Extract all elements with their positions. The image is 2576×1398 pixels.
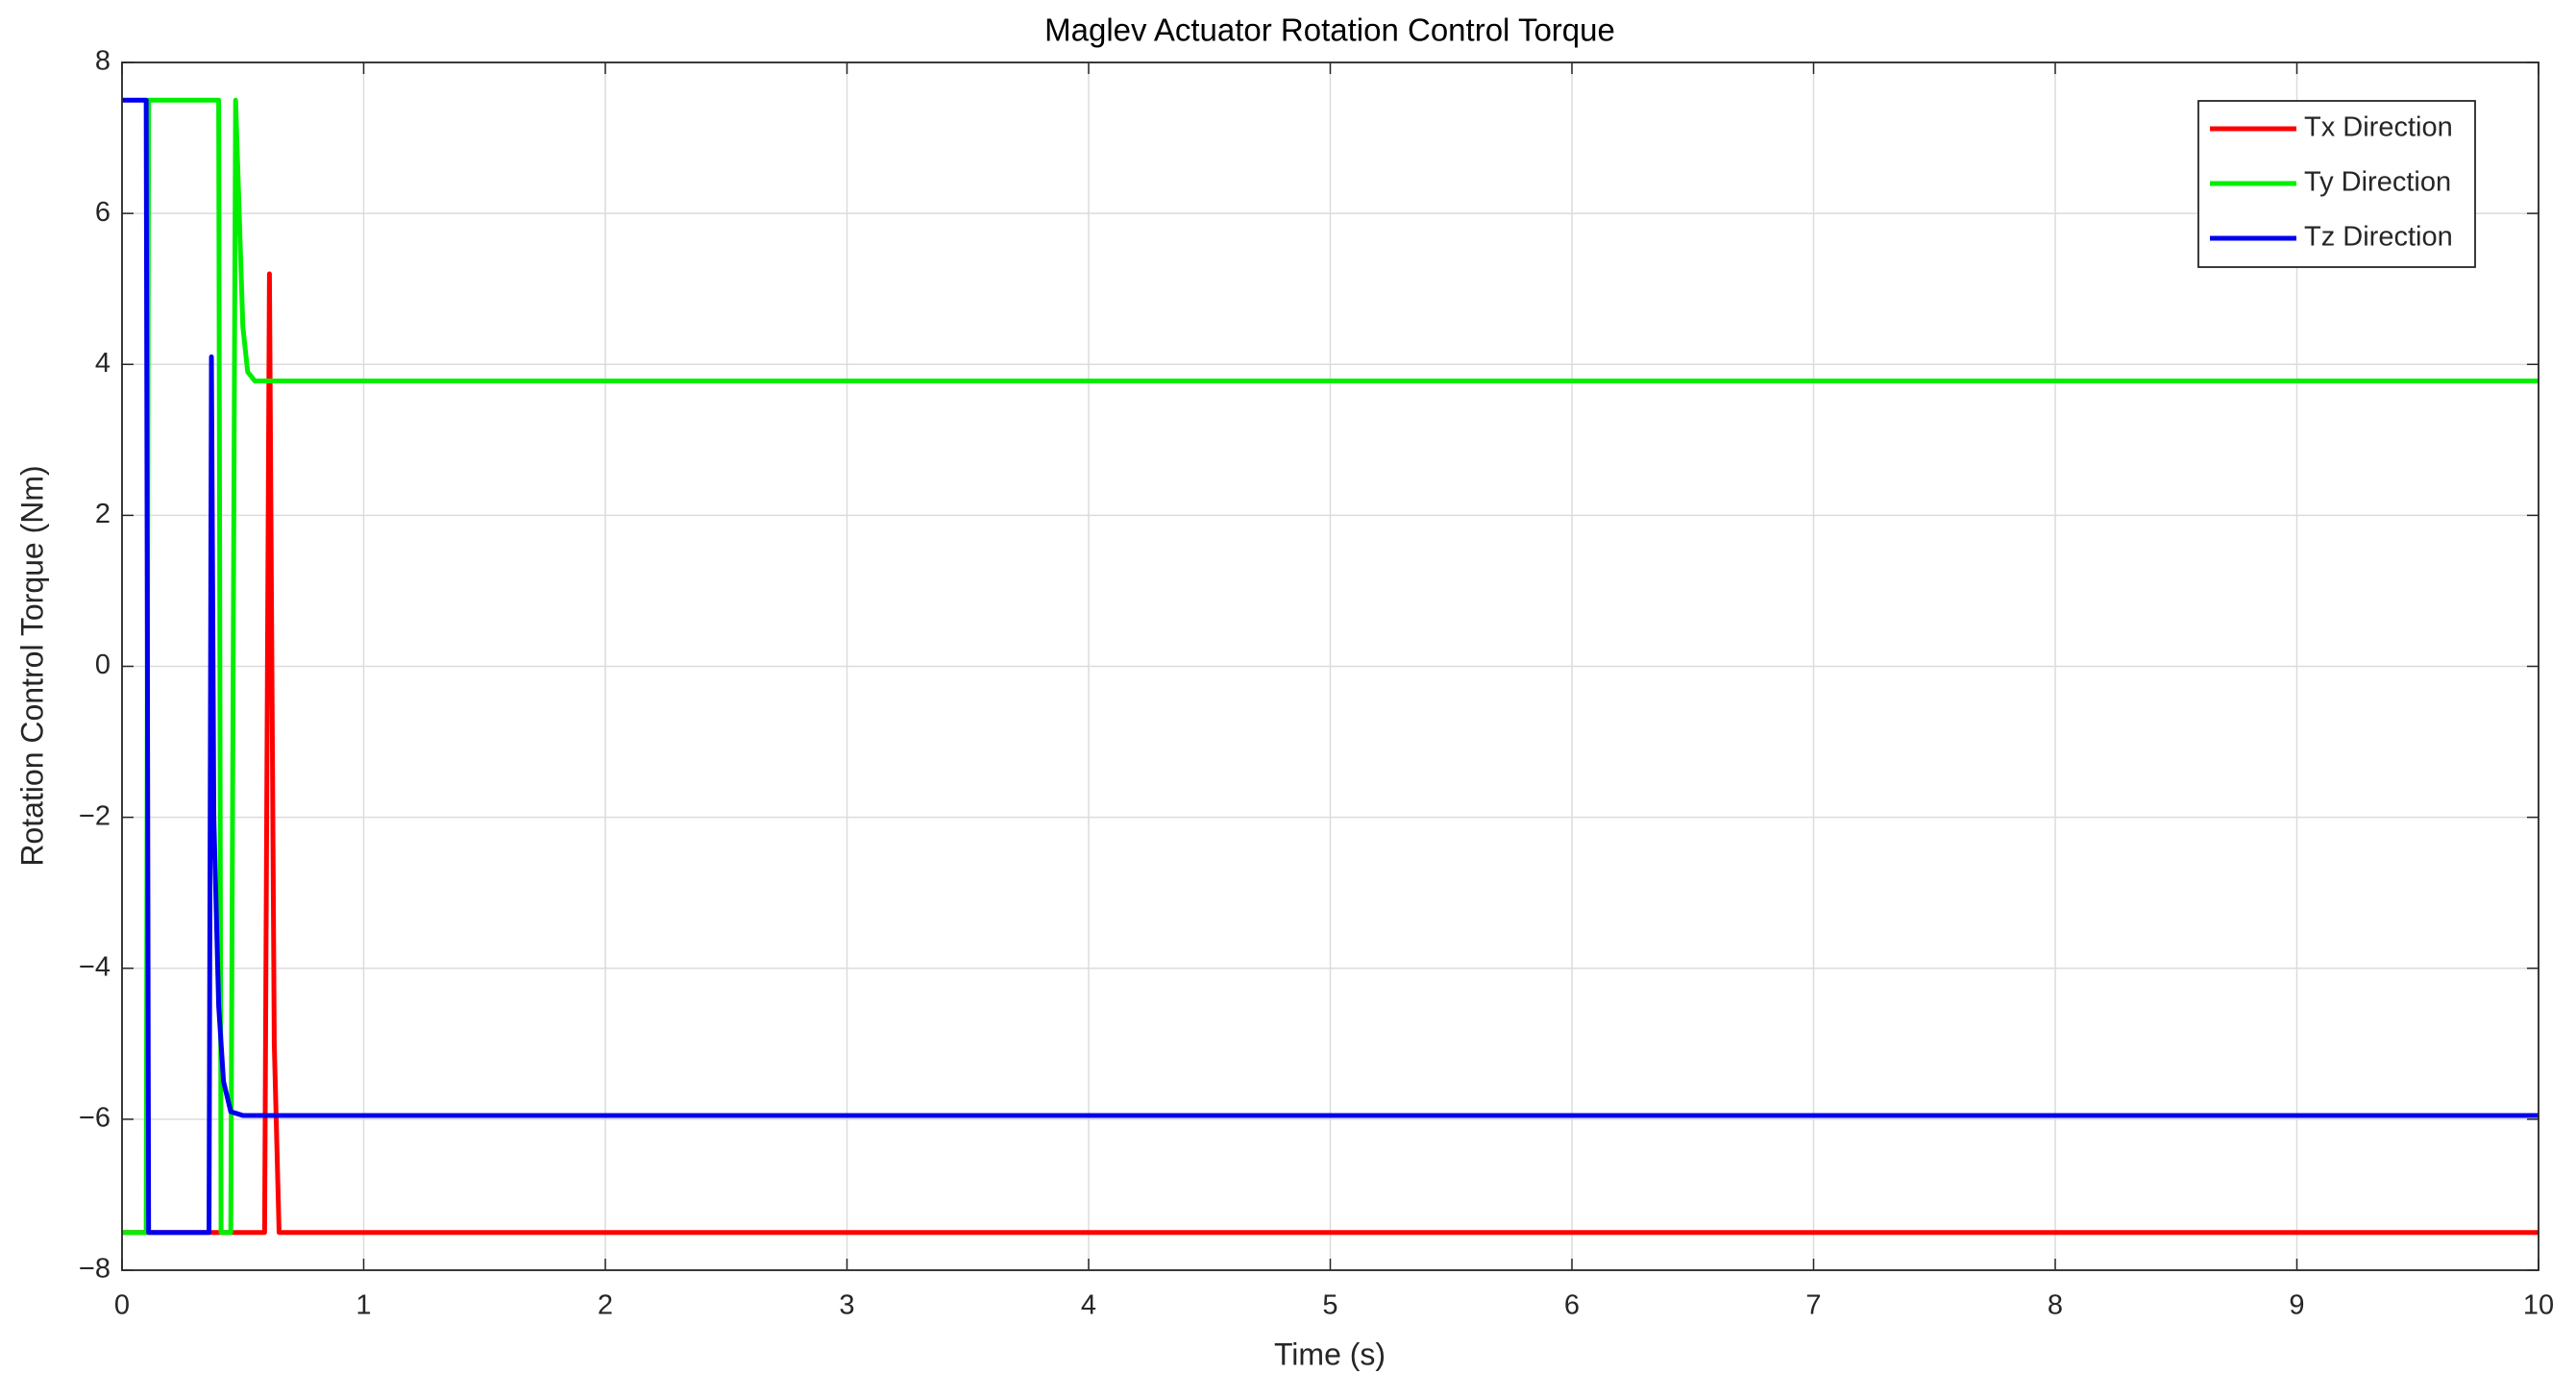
- x-tick-label: 7: [1805, 1290, 1821, 1321]
- x-tick-label: 10: [2523, 1290, 2554, 1321]
- x-tick-label: 6: [1564, 1290, 1580, 1321]
- legend-label: Ty Direction: [2304, 167, 2451, 198]
- x-tick-label: 9: [2289, 1290, 2304, 1321]
- y-tick-label: 6: [95, 197, 110, 228]
- x-tick-label: 1: [356, 1290, 371, 1321]
- y-tick-label: −8: [79, 1254, 110, 1285]
- y-axis-label: Rotation Control Torque (Nm): [14, 465, 49, 866]
- series-line: [122, 271, 2539, 1236]
- legend-label: Tx Direction: [2304, 112, 2453, 143]
- y-tick-label: −4: [79, 951, 110, 982]
- x-tick-label: 2: [598, 1290, 613, 1321]
- y-tick-label: −2: [79, 800, 110, 831]
- plot-frame: [121, 61, 2539, 1271]
- y-tick-label: 2: [95, 499, 110, 529]
- y-tick-label: −6: [79, 1103, 110, 1134]
- x-tick-label: 8: [2048, 1290, 2063, 1321]
- y-tick-label: 8: [95, 46, 110, 77]
- y-tick-label: 4: [95, 348, 110, 379]
- x-tick-label: 5: [1322, 1290, 1337, 1321]
- x-tick-label: 3: [839, 1290, 854, 1321]
- legend-label: Tz Direction: [2304, 222, 2453, 253]
- y-tick-label: 0: [95, 650, 110, 680]
- chart-title: Maglev Actuator Rotation Control Torque: [1044, 12, 1615, 48]
- series-line: [122, 97, 2539, 1236]
- x-tick-label: 4: [1081, 1290, 1096, 1321]
- x-axis-label: Time (s): [1274, 1337, 1386, 1371]
- x-tick-label: 0: [114, 1290, 130, 1321]
